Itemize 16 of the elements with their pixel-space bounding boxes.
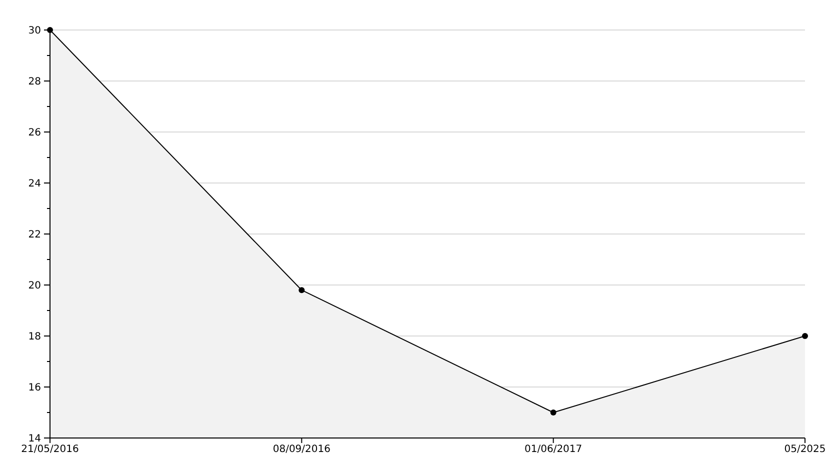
point — [550, 410, 556, 416]
x-tick-label: 08/09/2016 — [272, 444, 330, 455]
x-tick-label: 01/06/2017 — [524, 444, 582, 455]
y-tick-label: 16 — [28, 382, 41, 394]
x-tick-label: 05/2025 — [784, 444, 826, 455]
y-tick-label: 18 — [28, 332, 41, 342]
y-tick-label: 20 — [28, 280, 41, 292]
y-tick-label: 28 — [28, 76, 41, 88]
point — [802, 333, 808, 339]
y-tick-label: 14 — [28, 434, 41, 444]
y-tick-label: 26 — [28, 128, 41, 138]
y-tick-label: 30 — [28, 26, 41, 36]
y-tick-label: 22 — [28, 230, 41, 240]
x-tick-label: 21/05/2016 — [21, 444, 79, 455]
y-tick-label: 24 — [28, 178, 41, 190]
point — [298, 287, 305, 294]
